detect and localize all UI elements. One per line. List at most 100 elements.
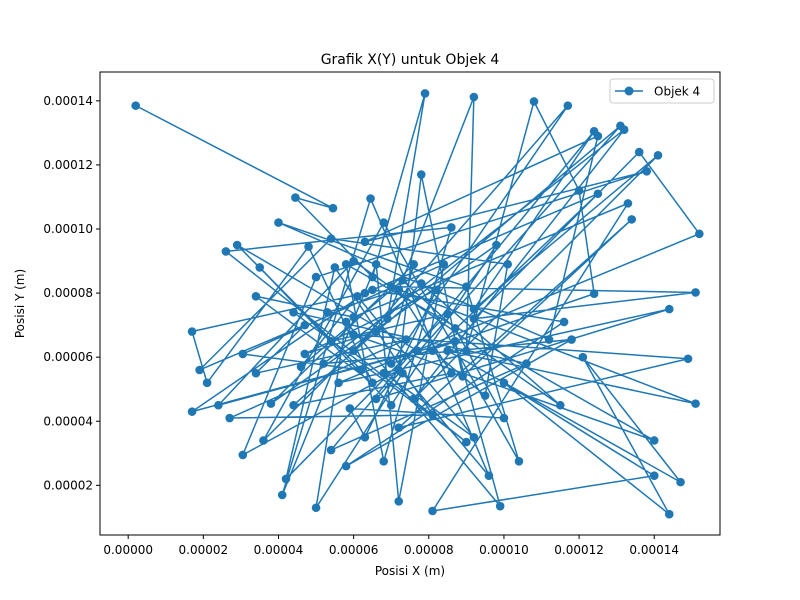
data-point <box>349 330 358 340</box>
data-point <box>386 359 396 368</box>
data-point <box>394 423 404 432</box>
data-point <box>341 259 351 269</box>
data-point <box>589 289 599 299</box>
data-point <box>328 203 338 213</box>
y-tick-label: 0.00012 <box>43 158 93 172</box>
data-point <box>221 247 231 256</box>
data-point <box>428 346 437 356</box>
data-point <box>349 256 358 266</box>
data-point <box>683 354 693 364</box>
data-point <box>567 335 576 344</box>
data-point <box>187 327 197 336</box>
data-point <box>356 365 366 375</box>
data-point <box>484 471 494 481</box>
data-point <box>368 378 377 388</box>
data-point <box>326 336 336 346</box>
legend: Objek 4 <box>609 78 715 104</box>
data-point <box>371 259 381 269</box>
data-point <box>214 400 223 410</box>
data-point <box>499 378 509 388</box>
data-point <box>187 407 197 416</box>
data-point <box>379 218 389 227</box>
data-point <box>695 229 704 239</box>
data-point <box>353 291 362 301</box>
data-point <box>334 378 343 388</box>
data-point <box>649 436 659 445</box>
data-point <box>330 263 340 272</box>
data-point <box>368 285 377 295</box>
data-point <box>238 450 248 460</box>
data-point <box>394 285 404 295</box>
data-point <box>556 400 565 410</box>
data-point <box>462 437 471 447</box>
data-point <box>238 349 248 359</box>
chart-title: Grafik X(Y) untuk Objek 4 <box>321 52 500 68</box>
series-line <box>135 92 701 515</box>
x-tick-label: 0.00004 <box>254 543 304 557</box>
data-point <box>383 314 392 324</box>
x-tick-label: 0.00010 <box>479 543 529 557</box>
data-point <box>664 509 674 519</box>
data-point <box>326 445 336 455</box>
data-point <box>462 282 471 291</box>
data-point <box>676 477 685 487</box>
data-point <box>469 92 479 102</box>
data-point <box>341 461 351 471</box>
data-point <box>323 308 332 317</box>
data-point <box>289 308 298 317</box>
x-tick-label: 0.00000 <box>103 543 153 557</box>
data-point <box>469 314 479 324</box>
data-point <box>409 394 419 404</box>
data-point <box>691 399 700 408</box>
data-point <box>443 346 452 356</box>
data-point <box>428 506 437 516</box>
legend-box <box>609 78 715 104</box>
data-point <box>409 259 419 269</box>
data-point <box>401 335 411 344</box>
x-tick-label: 0.00014 <box>629 543 679 557</box>
data-point <box>349 346 358 356</box>
data-point <box>345 404 355 413</box>
data-point <box>495 501 505 511</box>
data-point <box>544 335 554 344</box>
data-point <box>432 285 441 295</box>
data-point <box>366 194 375 203</box>
data-point <box>360 432 370 442</box>
data-point <box>619 125 629 134</box>
data-point <box>398 275 407 285</box>
data-point <box>311 272 321 282</box>
data-point <box>447 223 456 232</box>
data-point <box>529 97 539 106</box>
data-point <box>691 288 700 297</box>
data-point <box>195 365 204 375</box>
data-point <box>274 218 283 227</box>
legend-marker <box>624 86 634 96</box>
data-point <box>360 237 370 247</box>
data-point <box>319 359 328 368</box>
data-point <box>291 193 300 202</box>
x-tick-label: 0.00008 <box>404 543 454 557</box>
data-point <box>413 346 422 356</box>
data-point <box>416 279 426 288</box>
data-point <box>514 457 524 466</box>
legend-label: Objek 4 <box>654 85 700 99</box>
data-point <box>499 413 509 423</box>
data-point <box>259 436 268 445</box>
data-point <box>379 368 389 378</box>
data-point <box>304 242 313 251</box>
data-point <box>251 368 261 378</box>
data-point <box>266 399 276 408</box>
data-point <box>379 457 389 466</box>
data-point <box>450 336 460 346</box>
data-point <box>574 186 584 195</box>
data-point <box>563 101 573 110</box>
data-point <box>627 215 636 224</box>
data-point <box>469 432 479 442</box>
data-point <box>394 365 404 375</box>
data-point <box>232 240 242 250</box>
data-point <box>492 240 501 250</box>
data-point <box>447 368 456 378</box>
series-layer <box>131 89 704 519</box>
data-point <box>593 189 603 199</box>
